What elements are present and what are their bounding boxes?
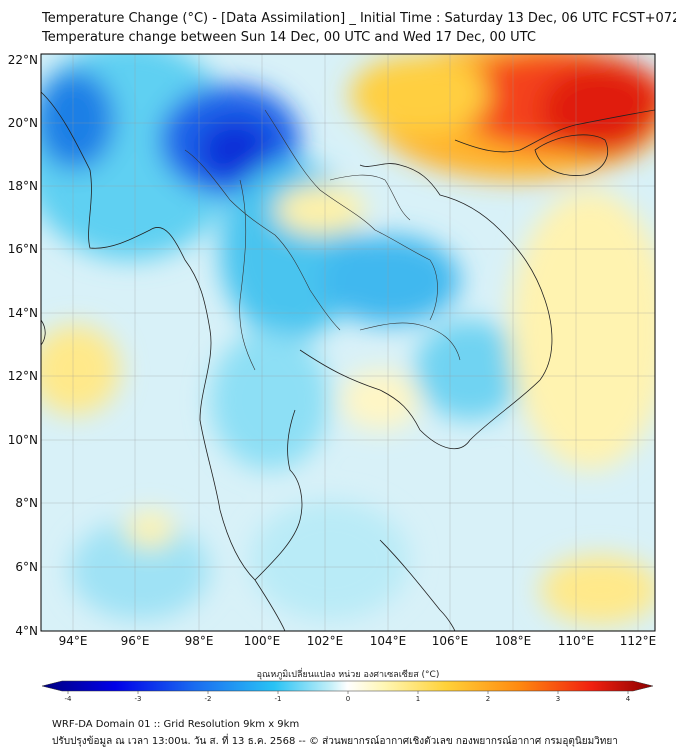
lat-label: 14°N bbox=[8, 306, 38, 320]
lat-label: 12°N bbox=[8, 369, 38, 383]
lat-label: 4°N bbox=[15, 624, 38, 638]
lon-label: 112°E bbox=[620, 634, 657, 648]
plot-frame bbox=[40, 53, 656, 632]
lat-label: 16°N bbox=[8, 242, 38, 256]
lat-label: 6°N bbox=[15, 560, 38, 574]
colorbar bbox=[41, 680, 654, 692]
colorbar-tick: 1 bbox=[416, 695, 420, 703]
borders bbox=[184, 109, 461, 371]
lon-label: 108°E bbox=[495, 634, 532, 648]
map-subtitle: Temperature change between Sun 14 Dec, 0… bbox=[42, 30, 536, 45]
footer-model-info: WRF-DA Domain 01 :: Grid Resolution 9km … bbox=[52, 719, 300, 730]
temperature-field bbox=[41, 54, 655, 631]
colorbar-tick: -4 bbox=[65, 695, 73, 703]
colorbar-tick: -1 bbox=[275, 695, 282, 703]
colorbar-tick: 2 bbox=[486, 695, 490, 703]
lat-label: 20°N bbox=[8, 116, 38, 130]
lon-label: 100°E bbox=[244, 634, 281, 648]
lat-label: 18°N bbox=[8, 179, 38, 193]
latitude-labels: 22°N 20°N 18°N 16°N 14°N 12°N 10°N 8°N 6… bbox=[8, 53, 38, 638]
colorbar-tick: 4 bbox=[626, 695, 631, 703]
colorbar-ticks: -4 -3 -2 -1 0 1 2 3 4 bbox=[65, 695, 631, 703]
lat-label: 22°N bbox=[8, 53, 38, 67]
lat-label: 10°N bbox=[8, 433, 38, 447]
graticule bbox=[41, 54, 655, 631]
lon-label: 106°E bbox=[432, 634, 469, 648]
longitude-labels: 94°E 96°E 98°E 100°E 102°E 104°E 106°E 1… bbox=[59, 634, 657, 648]
colorbar-tick: 3 bbox=[556, 695, 560, 703]
lon-label: 98°E bbox=[185, 634, 214, 648]
lon-label: 104°E bbox=[370, 634, 407, 648]
coastlines bbox=[41, 91, 655, 631]
map-title: Temperature Change (°C) - [Data Assimila… bbox=[42, 11, 676, 26]
colorbar-tick: -3 bbox=[135, 695, 142, 703]
colorbar-tick: 0 bbox=[346, 695, 350, 703]
colorbar-tick: -2 bbox=[205, 695, 212, 703]
lon-label: 96°E bbox=[121, 634, 150, 648]
lon-label: 94°E bbox=[59, 634, 88, 648]
footer-credit: ปรับปรุงข้อมูล ณ เวลา 13:00น. วัน ส. ที่… bbox=[52, 736, 618, 747]
lat-label: 8°N bbox=[15, 496, 38, 510]
lon-label: 110°E bbox=[558, 634, 595, 648]
lon-label: 102°E bbox=[307, 634, 344, 648]
colorbar-tick-marks bbox=[67, 691, 629, 694]
colorbar-label: อุณหภูมิเปลี่ยนแปลง หน่วย องศาเซลเซียส (… bbox=[257, 667, 440, 680]
